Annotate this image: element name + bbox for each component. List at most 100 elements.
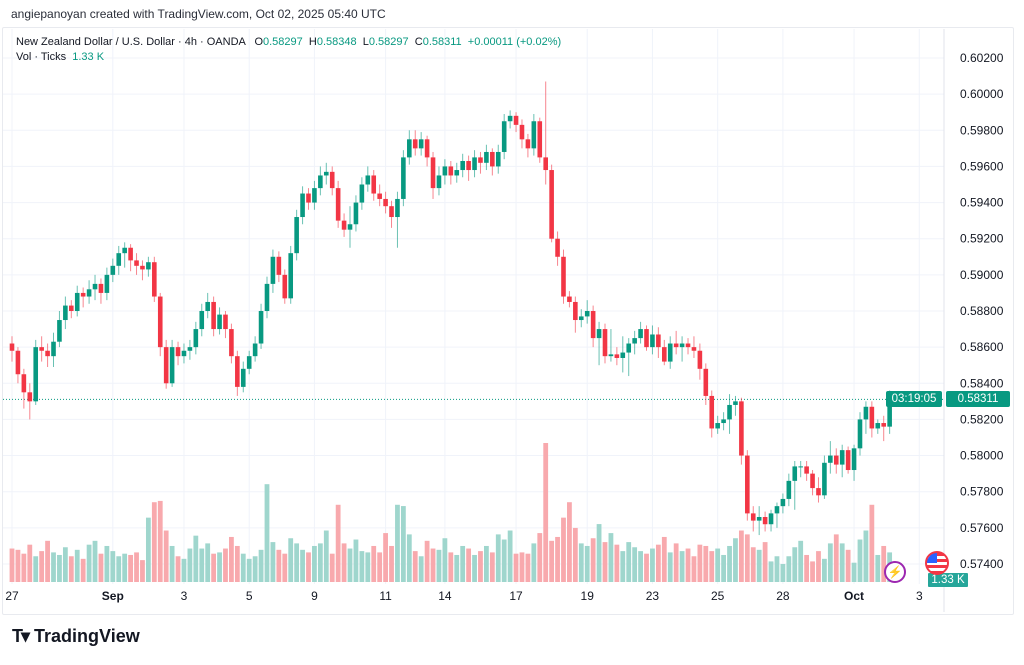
candle-body — [804, 466, 809, 474]
candle — [395, 191, 400, 248]
candle-body — [768, 513, 774, 525]
price-tick-label: 0.57400 — [960, 557, 1004, 571]
volume-bar — [323, 530, 329, 582]
candle-body — [869, 406, 875, 429]
volume-bar — [270, 542, 276, 582]
candle-body — [258, 310, 264, 344]
candle — [590, 305, 596, 348]
candle — [86, 280, 92, 304]
candles — [9, 81, 898, 536]
candle-body — [152, 262, 157, 297]
time-tick-label: 23 — [646, 589, 660, 603]
candle-body — [335, 188, 341, 221]
volume-bar — [816, 551, 821, 582]
candle — [567, 291, 572, 308]
volume-bar — [252, 556, 258, 582]
candle-body — [567, 296, 572, 302]
candle-body — [656, 334, 661, 348]
volume-bar — [312, 545, 317, 582]
volume-bar — [555, 536, 560, 582]
candle-body — [217, 314, 222, 330]
close-value: 0.58311 — [422, 36, 462, 48]
candle-body — [134, 260, 139, 266]
time-tick-label: 19 — [581, 589, 595, 603]
volume-bar — [175, 556, 181, 582]
volume-bar — [733, 538, 738, 582]
volume-bar — [51, 552, 56, 582]
candle — [768, 509, 774, 532]
candle — [163, 339, 169, 389]
candle — [217, 307, 222, 335]
candle — [667, 336, 673, 369]
volume-bar — [626, 542, 632, 582]
candle — [74, 285, 80, 317]
volume-bar — [614, 544, 620, 582]
candle-body — [756, 517, 762, 521]
candle-body — [495, 151, 501, 167]
grid-lines — [3, 29, 945, 612]
open-value: 0.58297 — [263, 36, 303, 48]
candle-body — [792, 466, 798, 481]
candle-body — [205, 301, 210, 311]
volume-bar — [810, 561, 815, 582]
volume-bar — [74, 549, 80, 582]
candle — [205, 292, 210, 319]
candle — [318, 166, 323, 196]
candle-body — [211, 301, 216, 330]
candle — [679, 336, 685, 362]
candle — [525, 133, 531, 158]
candle-body — [709, 395, 715, 429]
volume-bar — [709, 551, 715, 582]
candle-body — [602, 329, 608, 357]
volume-bar — [632, 547, 638, 582]
candle — [845, 446, 851, 474]
candle-body — [537, 121, 543, 158]
volume-bar — [341, 543, 347, 582]
candle — [264, 276, 270, 319]
candle — [187, 339, 193, 360]
us-flag-event-icon[interactable] — [925, 551, 949, 575]
last-price-tag: 0.58311 — [946, 391, 1010, 407]
candle — [478, 151, 483, 174]
candle-body — [63, 305, 68, 321]
candle-body — [454, 170, 460, 176]
candle — [608, 329, 614, 362]
volume-bar — [881, 545, 887, 582]
chart-panel[interactable] — [2, 27, 1014, 615]
symbol-title[interactable]: New Zealand Dollar / U.S. Dollar · 4h · … — [16, 36, 246, 48]
candle-body — [816, 488, 821, 496]
volume-bar — [306, 552, 311, 582]
candle — [276, 251, 282, 283]
candle — [246, 350, 252, 375]
tradingview-logo[interactable]: T▾ TradingView — [12, 626, 140, 647]
candle-body — [887, 401, 892, 427]
candle — [745, 450, 750, 521]
candle-body — [312, 188, 317, 203]
lightning-event-icon[interactable]: ⚡ — [884, 561, 906, 583]
volume-indicator-label[interactable]: Vol · Ticks — [16, 51, 67, 63]
candle — [454, 162, 460, 183]
candle — [57, 310, 62, 348]
volume-bar — [122, 553, 128, 582]
candle-body — [294, 217, 299, 254]
volume-bar — [851, 562, 857, 582]
candle — [531, 114, 537, 156]
volume-bar — [738, 530, 744, 582]
candle — [329, 166, 335, 196]
candle — [881, 415, 887, 442]
volume-bar — [673, 543, 679, 582]
candle — [584, 300, 590, 324]
volume-bar — [27, 544, 33, 582]
candle — [442, 159, 448, 185]
candle — [656, 327, 661, 358]
candle-body — [750, 513, 756, 521]
volume-bar — [501, 539, 507, 582]
last-price-value: 0.58311 — [957, 393, 999, 405]
candle-body — [329, 171, 335, 189]
volume-bar — [638, 551, 643, 582]
volume-bar — [258, 549, 264, 582]
high-label: H — [308, 36, 317, 48]
candle-body — [15, 350, 21, 375]
candle — [875, 419, 881, 434]
